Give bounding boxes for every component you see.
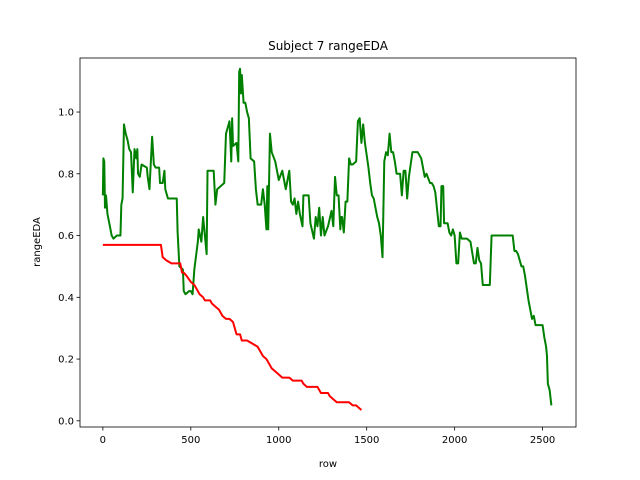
y-tick-label: 0.0 xyxy=(58,416,74,427)
y-tick-label: 1.0 xyxy=(58,108,74,119)
x-tick-label: 0 xyxy=(100,435,106,446)
y-tick-label: 0.6 xyxy=(58,231,74,242)
series-line-2 xyxy=(102,243,363,411)
x-tick-label: 1000 xyxy=(266,435,291,446)
y-axis-label: rangeEDA xyxy=(32,217,43,267)
chart-title: Subject 7 rangeEDA xyxy=(268,39,389,53)
y-tick-label: 0.4 xyxy=(58,293,74,304)
plot-frame xyxy=(79,57,577,428)
x-tick-label: 1500 xyxy=(354,435,379,446)
x-tick-label: 2000 xyxy=(442,435,467,446)
plot-area: 0 500 1000 1500 2000 2500 0.0 0.2 0.4 0.6 0.8 1.0 xyxy=(58,57,577,446)
x-tick-label: 500 xyxy=(181,435,200,446)
x-tick-label: 2500 xyxy=(530,435,555,446)
y-tick-label: 0.2 xyxy=(58,355,74,366)
series-line-1 xyxy=(101,67,553,406)
x-axis-label: row xyxy=(319,459,337,470)
y-tick-label: 0.8 xyxy=(58,169,74,180)
